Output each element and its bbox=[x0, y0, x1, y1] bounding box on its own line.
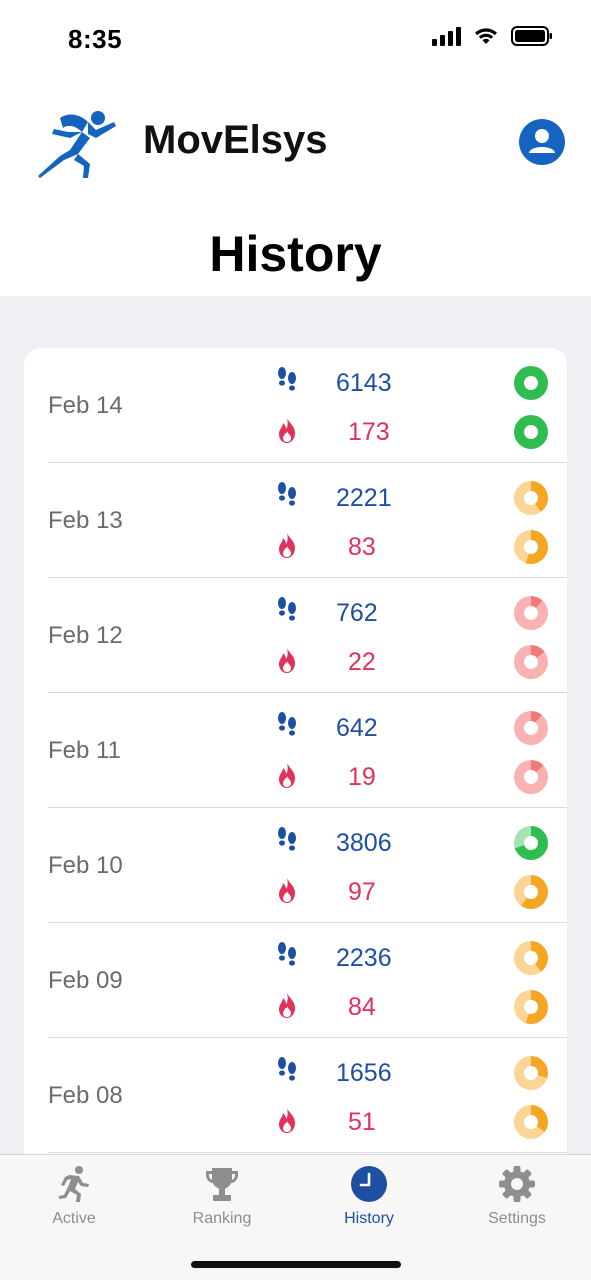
tab-bar: Active Ranking History Se bbox=[0, 1154, 591, 1280]
calories-value: 51 bbox=[348, 1108, 376, 1136]
row-divider bbox=[48, 922, 567, 923]
history-row[interactable]: Feb 11 642 19 bbox=[48, 693, 567, 808]
steps-value: 762 bbox=[336, 599, 378, 627]
person-icon bbox=[529, 129, 555, 153]
history-row[interactable]: Feb 10 3806 97 bbox=[48, 808, 567, 923]
footsteps-icon bbox=[274, 1056, 300, 1084]
footsteps-icon bbox=[274, 941, 300, 969]
trophy-icon bbox=[206, 1168, 238, 1201]
steps-value: 642 bbox=[336, 714, 378, 742]
row-date: Feb 08 bbox=[48, 1082, 123, 1109]
steps-value: 2236 bbox=[336, 944, 392, 972]
status-time: 8:35 bbox=[68, 24, 123, 54]
history-row[interactable]: Feb 08 1656 51 bbox=[48, 1038, 567, 1153]
row-divider bbox=[48, 462, 567, 463]
steps-value: 3806 bbox=[336, 829, 392, 857]
wifi-icon bbox=[475, 28, 497, 44]
flame-icon bbox=[274, 1106, 300, 1134]
tab-label: Settings bbox=[488, 1210, 546, 1227]
calories-value: 19 bbox=[348, 763, 376, 791]
steps-progress-ring bbox=[514, 826, 548, 860]
app-title: MovElsys bbox=[143, 118, 328, 162]
row-date: Feb 09 bbox=[48, 967, 123, 994]
row-divider bbox=[48, 807, 567, 808]
footsteps-icon bbox=[274, 711, 300, 739]
steps-progress-ring bbox=[514, 596, 548, 630]
gear-icon bbox=[499, 1166, 535, 1202]
footsteps-icon bbox=[274, 481, 300, 509]
status-icons bbox=[432, 26, 553, 46]
footsteps-icon bbox=[274, 596, 300, 624]
calories-value: 84 bbox=[348, 993, 376, 1021]
tab-history[interactable]: History bbox=[295, 1155, 443, 1245]
page-title: History bbox=[209, 226, 382, 282]
tab-ranking[interactable]: Ranking bbox=[148, 1155, 296, 1245]
cellular-signal-icon bbox=[432, 26, 461, 46]
steps-progress-ring bbox=[514, 366, 548, 400]
steps-progress-ring bbox=[514, 1056, 548, 1090]
steps-progress-ring bbox=[514, 481, 548, 515]
status-bar: 8:35 bbox=[0, 0, 591, 80]
footsteps-icon bbox=[274, 366, 300, 394]
calories-value: 173 bbox=[348, 418, 390, 446]
history-row[interactable]: Feb 12 762 22 bbox=[48, 578, 567, 693]
tab-label: Ranking bbox=[192, 1210, 252, 1227]
tab-active[interactable]: Active bbox=[0, 1155, 148, 1245]
history-list: Feb 14 6143 173 Feb 13 2221 83 Feb 12 762 22 Feb … bbox=[24, 348, 567, 1178]
calories-value: 97 bbox=[348, 878, 376, 906]
flame-icon bbox=[274, 531, 300, 559]
history-row[interactable]: Feb 14 6143 173 bbox=[48, 348, 567, 463]
runner-logo-icon bbox=[38, 111, 116, 178]
row-date: Feb 10 bbox=[48, 852, 123, 879]
row-date: Feb 12 bbox=[48, 622, 123, 649]
tab-label: History bbox=[344, 1210, 394, 1227]
calories-progress-ring bbox=[514, 415, 548, 449]
tab-settings[interactable]: Settings bbox=[443, 1155, 591, 1245]
steps-value: 6143 bbox=[336, 369, 392, 397]
history-row[interactable]: Feb 09 2236 84 bbox=[48, 923, 567, 1038]
row-date: Feb 11 bbox=[48, 737, 121, 764]
steps-progress-ring bbox=[514, 711, 548, 745]
app-header: MovElsys History bbox=[0, 80, 591, 296]
row-date: Feb 14 bbox=[48, 392, 123, 419]
flame-icon bbox=[274, 876, 300, 904]
calories-value: 22 bbox=[348, 648, 376, 676]
profile-button[interactable] bbox=[519, 119, 565, 165]
home-indicator bbox=[191, 1261, 401, 1268]
battery-icon bbox=[511, 26, 552, 46]
runner-icon bbox=[59, 1166, 89, 1202]
flame-icon bbox=[274, 991, 300, 1019]
tab-label: Active bbox=[52, 1210, 96, 1227]
steps-value: 2221 bbox=[336, 484, 392, 512]
history-row[interactable]: Feb 13 2221 83 bbox=[48, 463, 567, 578]
flame-icon bbox=[274, 761, 300, 789]
clock-icon bbox=[351, 1166, 387, 1202]
flame-icon bbox=[274, 646, 300, 674]
row-divider bbox=[48, 692, 567, 693]
steps-progress-ring bbox=[514, 941, 548, 975]
row-divider bbox=[48, 1037, 567, 1038]
row-divider bbox=[48, 577, 567, 578]
calories-value: 83 bbox=[348, 533, 376, 561]
calories-progress-ring bbox=[514, 645, 548, 679]
calories-progress-ring bbox=[514, 530, 548, 564]
calories-progress-ring bbox=[514, 875, 548, 909]
row-divider bbox=[48, 1152, 567, 1153]
calories-progress-ring bbox=[514, 760, 548, 794]
flame-icon bbox=[274, 416, 300, 444]
footsteps-icon bbox=[274, 826, 300, 854]
row-date: Feb 13 bbox=[48, 507, 123, 534]
steps-value: 1656 bbox=[336, 1059, 392, 1087]
calories-progress-ring bbox=[514, 1105, 548, 1139]
calories-progress-ring bbox=[514, 990, 548, 1024]
